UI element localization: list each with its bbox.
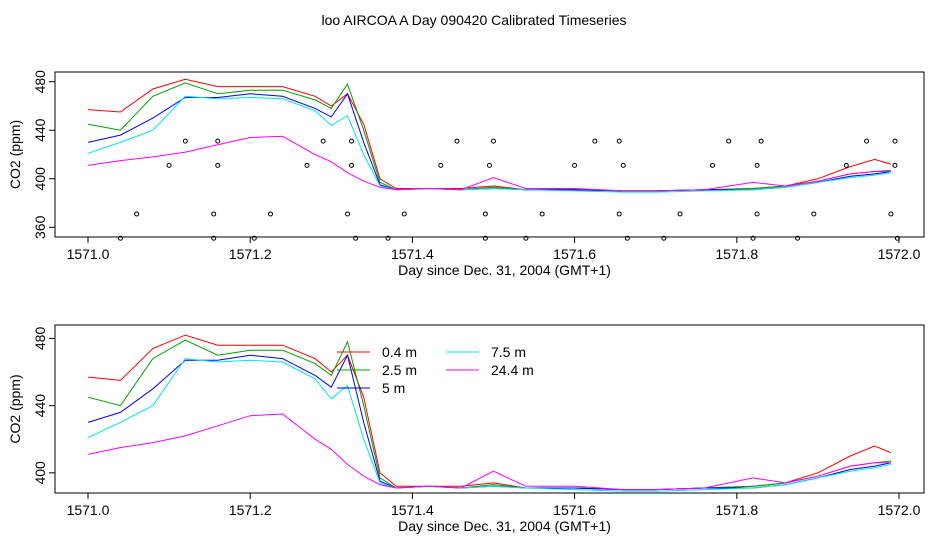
data-point (211, 211, 217, 217)
data-point (353, 235, 359, 241)
x-tick-label: 1571.4 (391, 246, 434, 262)
data-point (482, 235, 488, 241)
data-point (401, 211, 407, 217)
data-point (616, 138, 622, 144)
series-line-2-5-m (87, 82, 891, 192)
data-point (166, 162, 172, 168)
data-point (320, 138, 326, 144)
x-tick-label: 1571.8 (715, 246, 758, 262)
data-point (661, 235, 667, 241)
y-axis-label: CO2 (ppm) (7, 374, 23, 443)
data-point (345, 211, 351, 217)
x-tick-label: 1571.8 (715, 502, 758, 518)
x-tick-label: 1571.6 (553, 246, 596, 262)
x-tick-label: 1571.4 (391, 502, 434, 518)
data-point (491, 138, 496, 144)
data-point (758, 138, 764, 144)
series-line-0-4-m (87, 78, 892, 192)
bottom-panel: 1571.0 1571.2 1571.4 1571.6 1571.8 1572.0 400 4… (7, 324, 925, 534)
data-point (182, 138, 188, 144)
series-line-2-5-m (87, 339, 891, 491)
x-axis-label: Day since Dec. 31, 2004 (GMT+1) (398, 262, 611, 278)
legend-label: 24.4 m (491, 362, 534, 378)
legend-label: 2.5 m (382, 362, 417, 378)
data-point (811, 211, 817, 217)
series-line-24-4-m (87, 135, 891, 192)
x-tick-label: 1572.0 (878, 246, 921, 262)
series-line-5-m (87, 92, 891, 192)
data-point (677, 211, 683, 217)
data-point (892, 162, 898, 168)
series-line-7-5-m (87, 95, 891, 193)
series-line-0-4-m (87, 334, 892, 491)
series-line-24-4-m (87, 413, 891, 491)
data-point (539, 211, 545, 217)
legend-label: 5 m (382, 380, 405, 396)
y-tick-label: 480 (32, 327, 48, 351)
data-point (211, 235, 217, 241)
data-point (486, 162, 492, 168)
data-point (385, 235, 391, 241)
data-point (894, 235, 900, 241)
x-tick-label: 1571.0 (67, 502, 110, 518)
data-point (616, 211, 622, 217)
data-point (624, 235, 630, 241)
x-tick-label: 1571.2 (229, 246, 272, 262)
data-point (888, 211, 894, 217)
chart-title: loo AIRCOA A Day 090420 Calibrated Times… (321, 12, 626, 28)
plot-frame (54, 71, 925, 238)
series-line-7-5-m (87, 358, 892, 492)
data-point (215, 138, 221, 144)
data-point (709, 162, 715, 168)
data-point (215, 162, 221, 168)
data-point (251, 235, 257, 241)
data-point (754, 211, 760, 217)
legend-label: 0.4 m (382, 344, 417, 360)
top-panel: 1571.0 1571.2 1571.4 1571.6 1571.8 1572.0 360 4… (7, 70, 925, 278)
y-tick-label: 360 (32, 215, 48, 239)
data-point (304, 162, 310, 168)
data-point (134, 211, 140, 217)
data-point (754, 162, 760, 168)
legend-label: 7.5 m (491, 344, 526, 360)
data-point (349, 138, 355, 144)
x-tick-label: 1571.6 (553, 502, 596, 518)
data-point (892, 138, 898, 144)
series-line-5-m (87, 353, 891, 491)
y-axis-label: CO2 (ppm) (7, 120, 23, 189)
x-axis-label: Day since Dec. 31, 2004 (GMT+1) (398, 518, 611, 534)
x-tick-label: 1571.2 (229, 502, 272, 518)
plot-frame (54, 324, 925, 494)
y-tick-label: 440 (32, 118, 48, 142)
data-point (482, 211, 488, 217)
data-point (620, 162, 626, 168)
x-tick-label: 1572.0 (878, 502, 921, 518)
data-point (795, 235, 801, 241)
data-point (750, 235, 756, 241)
x-tick-label: 1571.0 (67, 246, 110, 262)
data-point (454, 138, 460, 144)
y-tick-label: 480 (32, 70, 48, 94)
y-tick-label: 400 (32, 461, 48, 485)
data-point (523, 235, 529, 241)
data-point (267, 211, 273, 217)
data-point (572, 162, 578, 168)
data-point (349, 162, 355, 168)
data-point (864, 138, 870, 144)
data-point (726, 138, 732, 144)
y-tick-label: 440 (32, 394, 48, 418)
data-point (843, 162, 849, 168)
data-point (438, 162, 444, 168)
data-point (117, 235, 123, 241)
data-point (592, 138, 598, 144)
y-tick-label: 400 (32, 167, 48, 191)
